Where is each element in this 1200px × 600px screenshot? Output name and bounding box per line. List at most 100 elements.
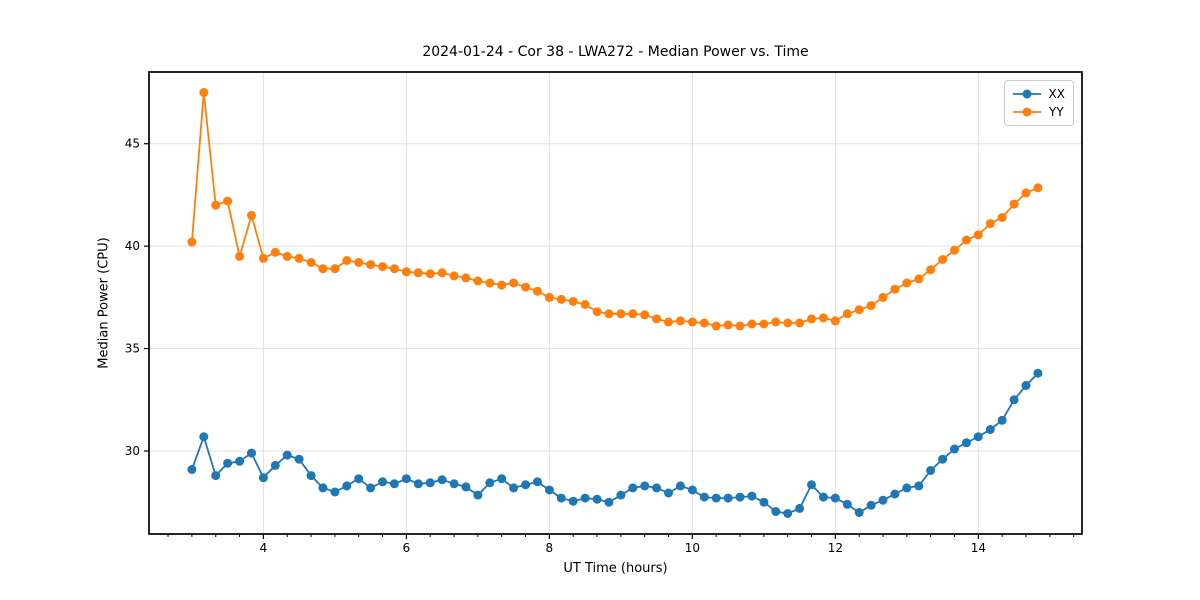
data-point [1009,199,1019,209]
data-point [902,278,912,288]
data-point [830,493,840,503]
data-point [306,258,316,267]
data-point [997,213,1007,222]
data-point [640,310,650,320]
data-point [866,301,876,311]
data-point [675,316,685,326]
data-point [771,507,781,516]
data-point [735,492,745,502]
y-tick-label: 40 [125,239,140,253]
data-point [294,454,304,464]
data-point [830,316,840,326]
legend: XX YY [1004,80,1074,126]
data-point [807,480,816,490]
data-point [616,490,626,500]
data-point [604,309,614,319]
data-point [342,481,352,491]
data-point [747,491,757,501]
data-point [437,475,447,485]
data-point [247,210,256,220]
data-point [723,320,733,330]
data-point [532,477,542,487]
data-point [759,319,769,329]
data-point [544,292,554,302]
data-point [544,485,554,495]
chart-title: 2024-01-24 - Cor 38 - LWA272 - Median Po… [422,44,809,60]
y-tick-label: 30 [125,444,140,458]
data-point [950,245,959,255]
data-point [997,415,1007,425]
data-point [366,483,376,493]
data-point [235,251,245,261]
series-markers-yy [187,88,1043,331]
data-point [664,488,673,498]
data-point [258,253,268,263]
data-point [449,271,459,281]
data-point [592,494,602,504]
data-point [866,500,876,510]
data-point [914,274,924,284]
x-axis-label: UT Time (hours) [563,561,668,576]
axis-ticks [144,143,1075,539]
data-point [425,269,435,279]
data-point [413,268,423,278]
data-point [842,309,852,319]
data-point [807,314,816,324]
series-markers-xx [187,368,1043,518]
data-point [985,425,995,434]
data-point [556,493,566,503]
data-point [473,276,483,286]
data-point [1009,395,1019,405]
data-point [771,317,781,327]
legend-line-marker-icon [1013,107,1041,117]
x-tick-label: 14 [971,541,986,555]
legend-line-marker-icon [1013,89,1041,99]
data-point [568,297,578,306]
data-point [985,219,995,229]
data-point [532,286,542,296]
data-point [187,237,197,247]
x-tick-label: 12 [828,541,843,555]
y-tick-label: 35 [125,342,140,356]
data-point [318,264,328,274]
data-point [926,265,936,275]
legend-item-yy: YY [1012,103,1065,121]
data-point [1033,368,1043,378]
legend-label-xx: XX [1048,87,1065,101]
data-point [675,481,685,491]
data-point [449,479,459,489]
data-point [223,196,233,206]
data-point [187,465,197,474]
data-point [509,278,519,288]
data-point [961,235,971,245]
data-point [521,282,531,292]
data-point [640,481,650,491]
legend-label-yy: YY [1049,105,1064,119]
data-point [318,483,328,493]
data-point [580,493,590,503]
data-point [211,471,221,481]
data-point [711,321,721,331]
data-point [664,317,673,327]
data-point [842,499,852,509]
data-point [1021,188,1031,198]
data-point [306,471,316,481]
y-tick-label: 45 [125,137,140,151]
x-tick-label: 6 [403,541,411,555]
data-point [914,481,924,491]
data-point [389,479,399,489]
data-point [592,307,602,317]
x-tick-label: 4 [260,541,268,555]
data-point [354,258,364,267]
data-point [604,497,614,507]
data-point [366,260,376,270]
plot-border [148,71,1083,535]
data-series [187,88,1043,518]
data-point [270,247,280,257]
data-point [699,318,709,328]
data-point [1021,381,1031,390]
x-tick-label: 8 [546,541,554,555]
data-point [509,483,519,493]
data-point [294,253,304,263]
